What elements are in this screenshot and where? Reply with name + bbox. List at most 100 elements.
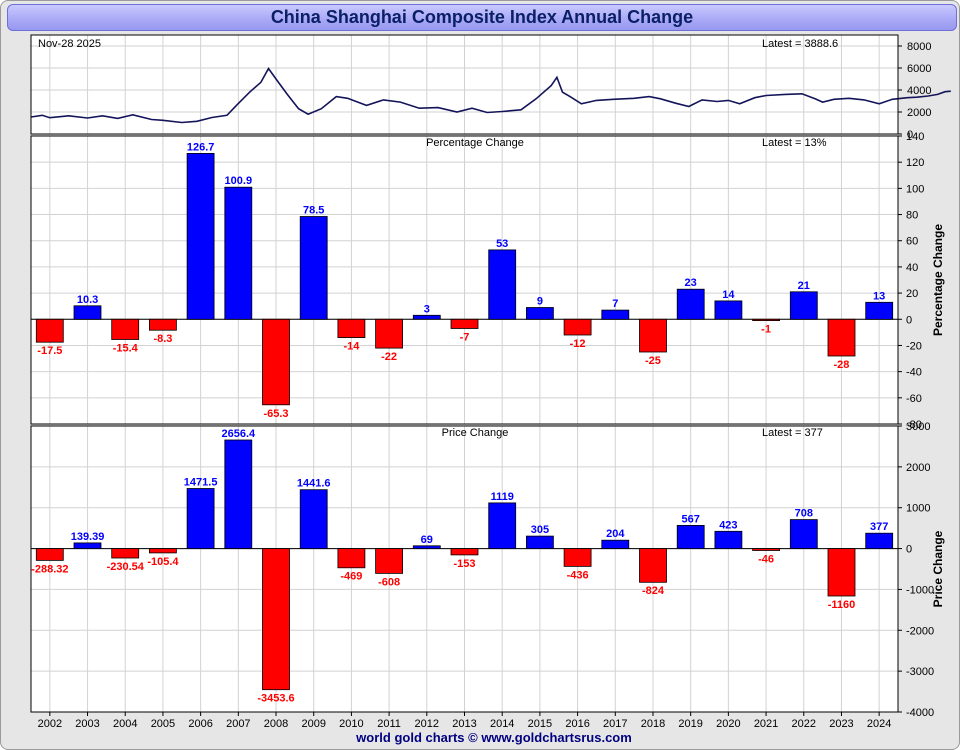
price-data-label: -608 [378, 576, 400, 588]
pct-bar [488, 249, 517, 320]
x-tick-label: 2016 [565, 718, 589, 730]
y-tick-label: -4000 [906, 707, 934, 719]
pct-data-label: 23 [685, 277, 697, 289]
pct-data-label: -8.3 [153, 333, 172, 345]
y-tick-label: 140 [906, 131, 924, 143]
price-data-label: -3453.6 [257, 693, 294, 705]
y-tick-label: 0 [906, 544, 912, 556]
x-tick-label: 2021 [754, 718, 778, 730]
price-data-label: -230.54 [107, 561, 145, 573]
price-data-label: -436 [567, 569, 589, 581]
pct-data-label: 100.9 [225, 175, 253, 187]
pct-bar [73, 305, 102, 320]
y-tick-label: -1000 [906, 584, 934, 596]
price-bar [789, 519, 818, 549]
y-tick-label: 3000 [906, 421, 930, 433]
price-bar [111, 548, 140, 559]
price-data-label: -105.4 [147, 556, 179, 568]
y-tick-label: 6000 [907, 63, 931, 75]
x-tick-label: 2009 [301, 718, 325, 730]
pct-bar [262, 318, 290, 406]
pct-bar [148, 318, 177, 331]
y-tick-label: -80 [906, 419, 922, 431]
pct-bar [563, 318, 592, 336]
index-line [30, 67, 951, 124]
x-tick-label: 2014 [490, 718, 514, 730]
y-tick-label: 2000 [906, 462, 930, 474]
price-bar [488, 502, 517, 549]
price-bar [639, 548, 667, 583]
price-data-label: 204 [606, 528, 625, 540]
pct-bar [676, 288, 705, 320]
price-bar [412, 545, 441, 549]
pct-bar [375, 318, 404, 349]
pct-bar [752, 318, 780, 321]
x-tick-label: 2008 [264, 718, 288, 730]
price-data-label: 305 [531, 524, 549, 536]
price-data-label: -46 [758, 554, 774, 566]
y-tick-label: 80 [906, 210, 918, 222]
pct-data-label: -7 [460, 331, 470, 343]
pct-bar [224, 186, 253, 320]
pct-bar [789, 291, 818, 320]
price-bar [676, 525, 705, 550]
pct-bar [639, 318, 667, 353]
price-bar [375, 548, 404, 574]
price-bar [563, 548, 592, 567]
price-bar [299, 489, 328, 550]
x-tick-label: 2023 [829, 718, 853, 730]
price-bar [262, 548, 290, 691]
pct-data-label: 126.7 [187, 141, 215, 153]
pct-data-label: -25 [645, 355, 661, 367]
y-tick-label: 0 [907, 129, 913, 141]
price-bar [35, 548, 64, 561]
price-bar [526, 535, 554, 549]
footer-credit: world gold charts © www.goldchartsrus.co… [356, 730, 632, 745]
pct-bar [450, 318, 479, 329]
price-bar [827, 548, 856, 597]
price-bar [865, 532, 894, 550]
price-bar [601, 539, 630, 549]
price-data-label: 423 [719, 519, 737, 531]
price-data-label: 377 [870, 521, 888, 533]
price-data-label: -288.32 [31, 563, 68, 575]
price-data-label: 1119 [491, 491, 514, 503]
pct-axis-title: Percentage Change [931, 224, 945, 336]
panel-border [30, 34, 899, 135]
price-data-label: 1441.6 [297, 478, 331, 490]
x-tick-label: 2010 [339, 718, 363, 730]
pct-data-label: 10.3 [77, 294, 98, 306]
price-bar [224, 439, 253, 549]
pct-data-label: 78.5 [303, 205, 324, 217]
pct-data-label: 13 [873, 290, 885, 302]
pct-bar [601, 309, 630, 320]
x-tick-label: 2002 [38, 718, 62, 730]
price-data-label: 69 [421, 534, 433, 546]
x-tick-label: 2006 [188, 718, 212, 730]
pct-data-label: -65.3 [263, 408, 288, 420]
price-bar [148, 548, 177, 554]
y-tick-label: 120 [906, 157, 924, 169]
chart-title: China Shanghai Composite Index Annual Ch… [7, 4, 957, 31]
pct-data-label: -12 [570, 338, 586, 350]
x-tick-label: 2018 [641, 718, 665, 730]
x-tick-label: 2005 [151, 718, 175, 730]
pct-bar [111, 318, 140, 340]
y-tick-label: 8000 [907, 41, 931, 53]
price-data-label: 2656.4 [221, 428, 256, 440]
x-tick-label: 2012 [415, 718, 439, 730]
y-tick-label: -2000 [906, 625, 934, 637]
date-label: Nov-28 2025 [38, 38, 101, 50]
price-data-label: -824 [642, 585, 665, 597]
pct-data-label: 53 [496, 238, 508, 250]
pct-data-label: 7 [612, 298, 618, 310]
pct-bar [337, 318, 366, 338]
price-data-label: 567 [681, 513, 699, 525]
pct-bar [827, 318, 856, 357]
price-data-label: -469 [340, 571, 362, 583]
price-bar [450, 548, 479, 556]
x-tick-label: 2020 [716, 718, 740, 730]
price-bar [337, 548, 366, 569]
x-tick-label: 2024 [867, 718, 891, 730]
